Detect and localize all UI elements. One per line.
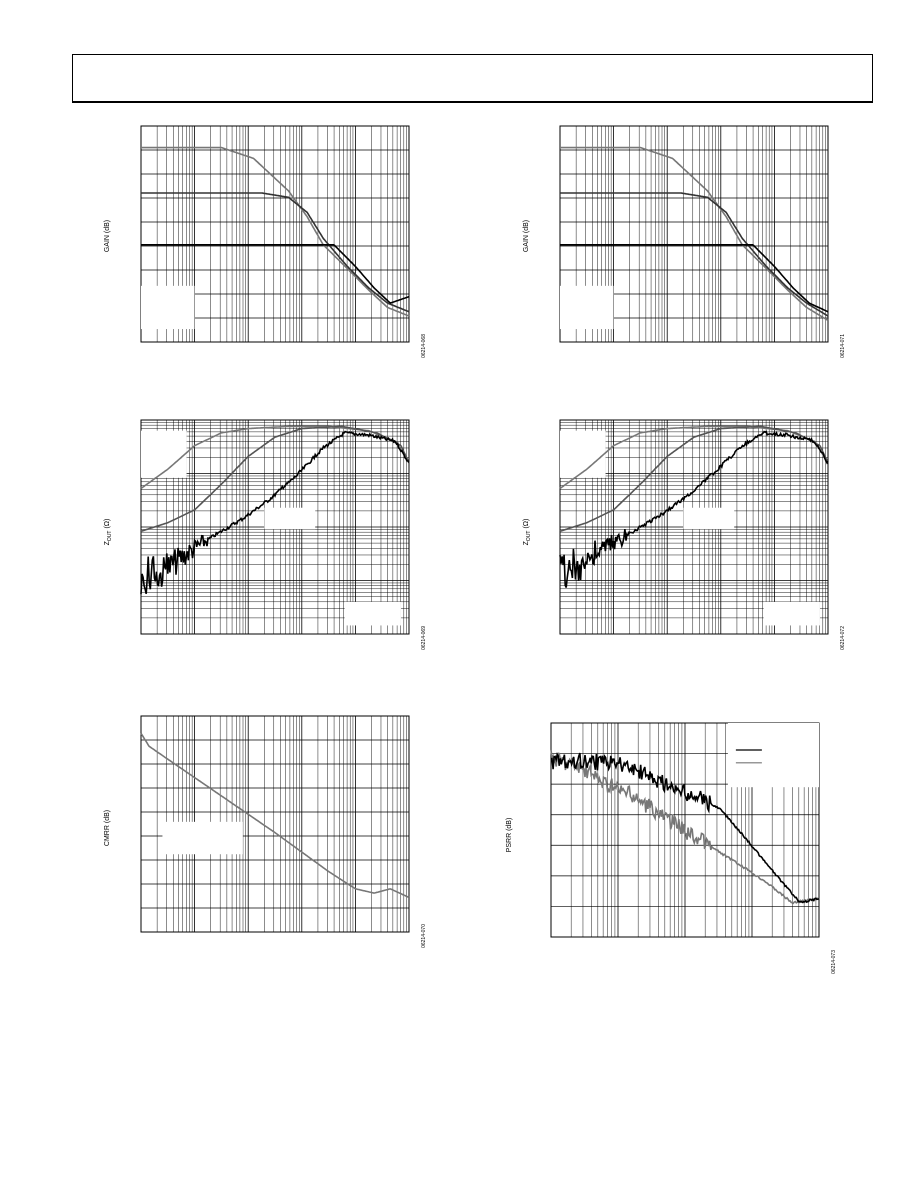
page-header-box: [72, 54, 873, 102]
page-header-rule: [72, 101, 873, 103]
y-axis-label: GAIN (dB): [104, 220, 111, 252]
legend-box: [141, 285, 195, 330]
legend-box: [763, 601, 820, 626]
series-gain_low: [560, 244, 829, 313]
series-z_mid: [559, 425, 829, 533]
series-psrr_pos: [550, 752, 820, 904]
figure-id: 06214-072: [840, 626, 846, 650]
y-axis-label: CMRR (dB): [104, 810, 111, 846]
y-axis-label-units: (Ω): [523, 519, 530, 531]
figure-id: 06214-071: [840, 334, 846, 358]
y-axis-label: ZOUT (Ω): [104, 519, 113, 546]
y-axis-label: PSRR (dB): [506, 818, 513, 853]
legend-box: [560, 430, 606, 478]
figure-id: 06214-068: [421, 334, 427, 358]
series-z_high: [140, 430, 410, 595]
figure-id: 06214-073: [831, 950, 837, 974]
series-gain_mid: [141, 192, 410, 313]
gain-vs-frequency-chart-left: GAIN (dB) 06214-068: [104, 125, 427, 358]
legend-box: [264, 507, 316, 530]
y-axis-label-subscript: OUT: [526, 531, 532, 542]
y-axis-label: GAIN (dB): [523, 220, 530, 252]
series-z_high: [559, 430, 829, 588]
zout-vs-frequency-chart-right: ZOUT (Ω) 06214-072: [523, 419, 846, 650]
legend-box: [162, 821, 243, 855]
gain-vs-frequency-chart-right: GAIN (dB) 06214-071: [523, 125, 846, 358]
series-gain_high: [560, 146, 829, 322]
series-gain_low: [141, 244, 410, 304]
series-cmrr: [140, 732, 410, 899]
y-axis-label-units: (Ω): [104, 519, 111, 531]
legend-box: [560, 285, 614, 330]
psrr-vs-frequency-chart: PSRR (dB) 06214-073: [506, 722, 837, 974]
legend-box: [141, 430, 187, 478]
legend-box: [727, 723, 819, 788]
series-psrr_neg: [550, 749, 820, 905]
figure-id: 06214-069: [421, 626, 427, 650]
figure-id: 06214-070: [421, 924, 427, 948]
cmrr-vs-frequency-chart: CMRR (dB) 06214-070: [104, 715, 427, 948]
y-axis-label-subscript: OUT: [107, 531, 113, 542]
series-gain_mid: [560, 192, 829, 317]
series-gain_high: [141, 146, 410, 317]
series-z_mid: [140, 425, 410, 533]
y-axis-label: ZOUT (Ω): [523, 519, 532, 546]
legend-box: [344, 601, 401, 626]
zout-vs-frequency-chart-left: ZOUT (Ω) 06214-069: [104, 419, 427, 650]
legend-box: [683, 507, 735, 530]
